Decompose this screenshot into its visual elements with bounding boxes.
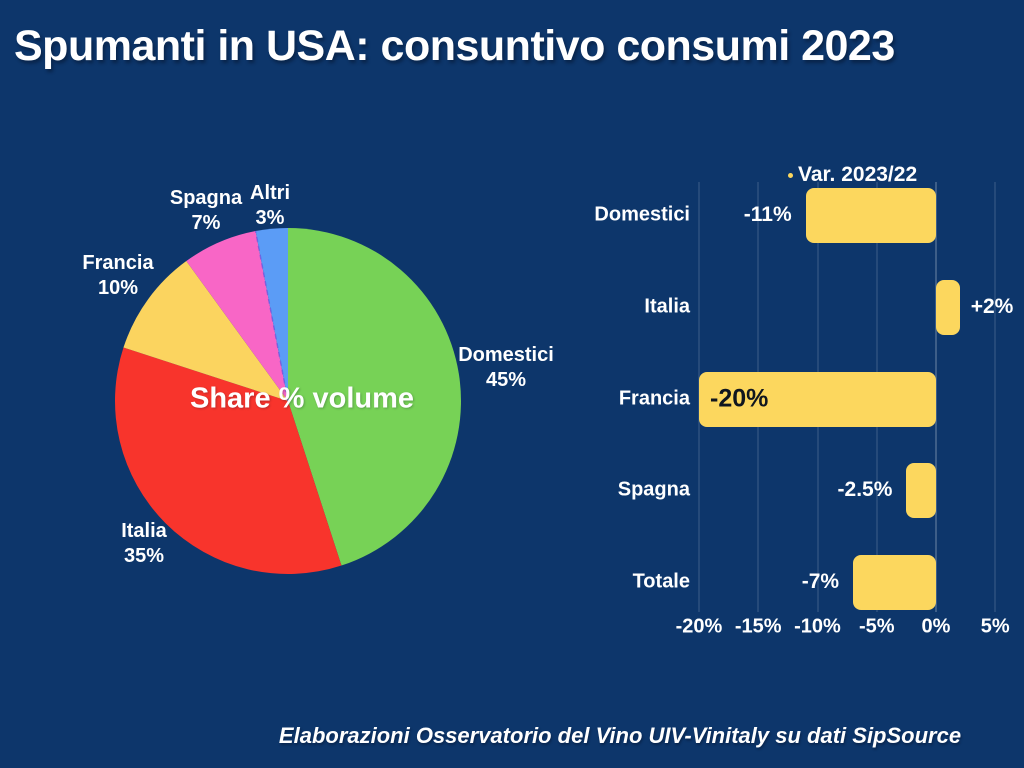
x-axis-tick-label: -5% bbox=[858, 615, 895, 638]
category-label-italia: Italia bbox=[644, 295, 690, 318]
category-label-francia: Francia bbox=[618, 387, 690, 410]
value-label-italia: +2% bbox=[970, 295, 1014, 318]
pie-slice-altri bbox=[255, 228, 288, 401]
x-axis-tick-label: -20% bbox=[675, 615, 723, 638]
category-label-totale: Totale bbox=[632, 570, 690, 593]
gridline-0% bbox=[935, 182, 937, 612]
pie-slice-spagna bbox=[186, 231, 288, 401]
pie-label-francia: Francia 10% bbox=[82, 252, 154, 299]
bar-totale bbox=[853, 554, 936, 610]
x-axis-tick-label: -15% bbox=[734, 615, 782, 638]
pie-label-spagna: Spagna 7% bbox=[169, 187, 243, 234]
bar-chart-legend: Var. 2023/22 bbox=[788, 163, 917, 187]
value-label-domestici: -11% bbox=[743, 203, 792, 226]
pie-slice-francia bbox=[123, 261, 288, 401]
bar-spagna bbox=[906, 462, 936, 518]
value-label-spagna: -2.5% bbox=[837, 478, 893, 501]
category-label-domestici: Domestici bbox=[594, 203, 690, 226]
source-credit: Elaborazioni Osservatorio del Vino UIV-V… bbox=[278, 723, 962, 748]
category-label-spagna: Spagna bbox=[617, 478, 690, 501]
bar-francia bbox=[699, 371, 936, 427]
value-label-francia: -20% bbox=[710, 384, 769, 413]
pie-slice-divider-dashed bbox=[254, 230, 289, 402]
x-axis-tick-label: 0% bbox=[921, 615, 951, 638]
pie-svg bbox=[115, 228, 461, 574]
pie-label-italia: Italia 35% bbox=[121, 520, 167, 567]
x-axis-tick-label: -10% bbox=[794, 615, 841, 638]
pie-label-domestici: Domestici 45% bbox=[458, 344, 554, 391]
bar-chart-title: Var. 2023/22 bbox=[798, 163, 918, 186]
page-title: Spumanti in USA: consuntivo consumi 2023 bbox=[14, 22, 895, 70]
gridline-5% bbox=[994, 182, 997, 612]
bar-italia bbox=[936, 279, 960, 335]
pie-slice-domestici bbox=[288, 228, 461, 566]
pie-chart-title: Share % volume bbox=[189, 382, 415, 415]
legend-dot-icon bbox=[788, 172, 793, 178]
pie-label-altri: Altri 3% bbox=[250, 182, 290, 229]
pie-slice-italia bbox=[115, 347, 342, 574]
bar-domestici bbox=[805, 187, 936, 243]
value-label-totale: -7% bbox=[801, 570, 840, 593]
x-axis-tick-label: 5% bbox=[980, 615, 1010, 638]
